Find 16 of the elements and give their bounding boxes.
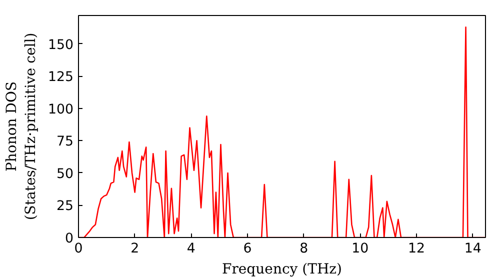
y-axis-title: Phonon DOS (States/THz·primitive cell) <box>4 32 40 220</box>
y-tick-label: 150 <box>48 38 74 53</box>
y-tick-label: 100 <box>48 102 74 118</box>
x-tick-label: 2 <box>130 242 140 256</box>
y-tick-label: 0 <box>65 232 74 246</box>
x-axis-title: Frequency (THz) <box>222 262 342 278</box>
x-tick-label: 12 <box>408 242 425 256</box>
y-tick-label: 125 <box>48 70 74 86</box>
x-tick-label: 10 <box>352 242 369 256</box>
x-tick-label: 14 <box>464 242 482 256</box>
y-tick-label: 50 <box>56 166 74 182</box>
y-tick-label: 25 <box>56 199 74 214</box>
x-tick-label: 4 <box>186 242 196 256</box>
x-tick-label: 6 <box>243 242 252 256</box>
y-tick-label: 75 <box>56 134 74 150</box>
x-tick-label: 8 <box>300 242 308 256</box>
